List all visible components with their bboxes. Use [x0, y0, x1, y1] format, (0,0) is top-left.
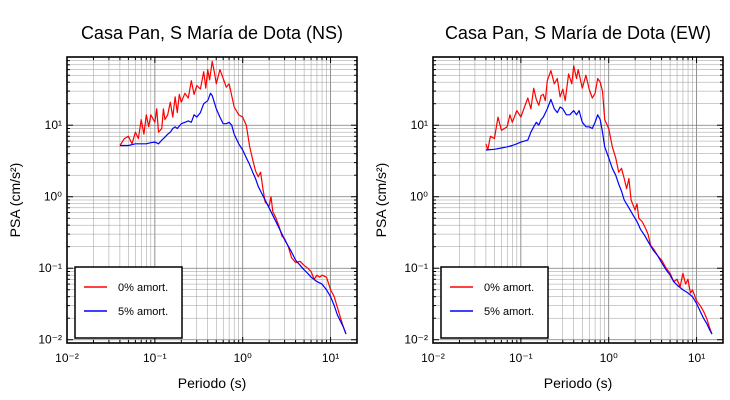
y-tick-label: 10⁰ [410, 190, 428, 204]
y-axis-label: PSA (cm/s²) [7, 163, 23, 238]
tick-marks [66, 56, 358, 344]
y-tick-label: 10⁻¹ [38, 261, 62, 275]
chart-title: Casa Pan, S María de Dota (EW) [445, 23, 711, 43]
y-tick-label: 10⁻² [404, 333, 428, 347]
y-axis-label: PSA (cm/s²) [373, 163, 389, 238]
legend: 0% amort. 5% amort. [440, 266, 549, 339]
series-curves [119, 60, 347, 335]
x-tick-label: 10¹ [322, 351, 339, 365]
series-curves [485, 65, 713, 335]
legend-box [440, 266, 549, 339]
series-line-1 [485, 98, 713, 335]
x-tick-label: 10¹ [688, 351, 705, 365]
x-tick-labels: 10⁻² 10⁻¹ 10⁰ 10¹ [55, 351, 339, 365]
gridlines [432, 56, 724, 344]
chart-panel-ew: Casa Pan, S María de Dota (EW) 10⁻² 10⁻¹ 1… [373, 23, 724, 391]
series-line-1 [119, 92, 347, 335]
legend-label-1: 5% amort. [118, 306, 168, 318]
series-line-0 [119, 60, 347, 335]
y-tick-labels: 10⁻² 10⁻¹ 10⁰ 10¹ [38, 118, 62, 347]
y-tick-label: 10¹ [45, 118, 62, 132]
y-tick-labels: 10⁻² 10⁻¹ 10⁰ 10¹ [404, 118, 428, 347]
x-tick-label: 10⁻¹ [509, 351, 533, 365]
chart-title: Casa Pan, S María de Dota (NS) [81, 23, 343, 43]
legend-label-0: 0% amort. [484, 282, 534, 294]
x-tick-label: 10⁻¹ [143, 351, 167, 365]
legend-label-0: 0% amort. [118, 282, 168, 294]
x-tick-label: 10⁰ [600, 351, 618, 365]
y-tick-label: 10⁰ [44, 190, 62, 204]
x-tick-label: 10⁻² [421, 351, 445, 365]
y-tick-label: 10⁻¹ [404, 261, 428, 275]
x-axis-label: Periodo (s) [544, 375, 612, 391]
x-axis-label: Periodo (s) [178, 375, 246, 391]
x-tick-labels: 10⁻² 10⁻¹ 10⁰ 10¹ [421, 351, 705, 365]
legend-box [74, 266, 183, 339]
legend-label-1: 5% amort. [484, 306, 534, 318]
legend: 0% amort. 5% amort. [74, 266, 183, 339]
chart-panel-ns: Casa Pan, S María de Dota (NS) 10⁻² 10⁻¹ 1… [7, 23, 358, 391]
x-tick-label: 10⁻² [55, 351, 79, 365]
tick-marks [432, 56, 724, 344]
y-tick-label: 10⁻² [38, 333, 62, 347]
y-tick-label: 10¹ [411, 118, 428, 132]
series-line-0 [485, 65, 713, 335]
x-tick-label: 10⁰ [234, 351, 252, 365]
